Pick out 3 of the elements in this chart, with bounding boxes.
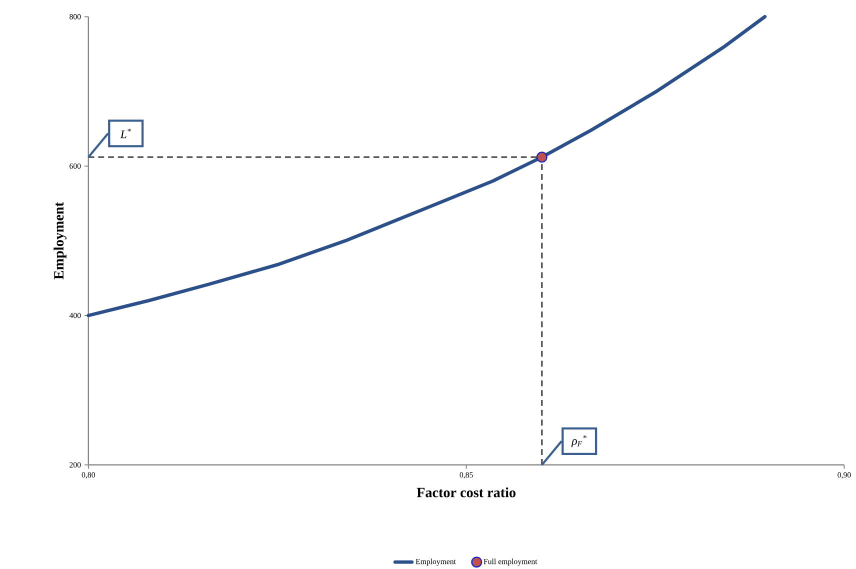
- x-axis-title: Factor cost ratio: [416, 487, 516, 498]
- y-axis-title: Employment: [54, 202, 66, 280]
- ref-line-label: L$^{*}$: [120, 128, 131, 138]
